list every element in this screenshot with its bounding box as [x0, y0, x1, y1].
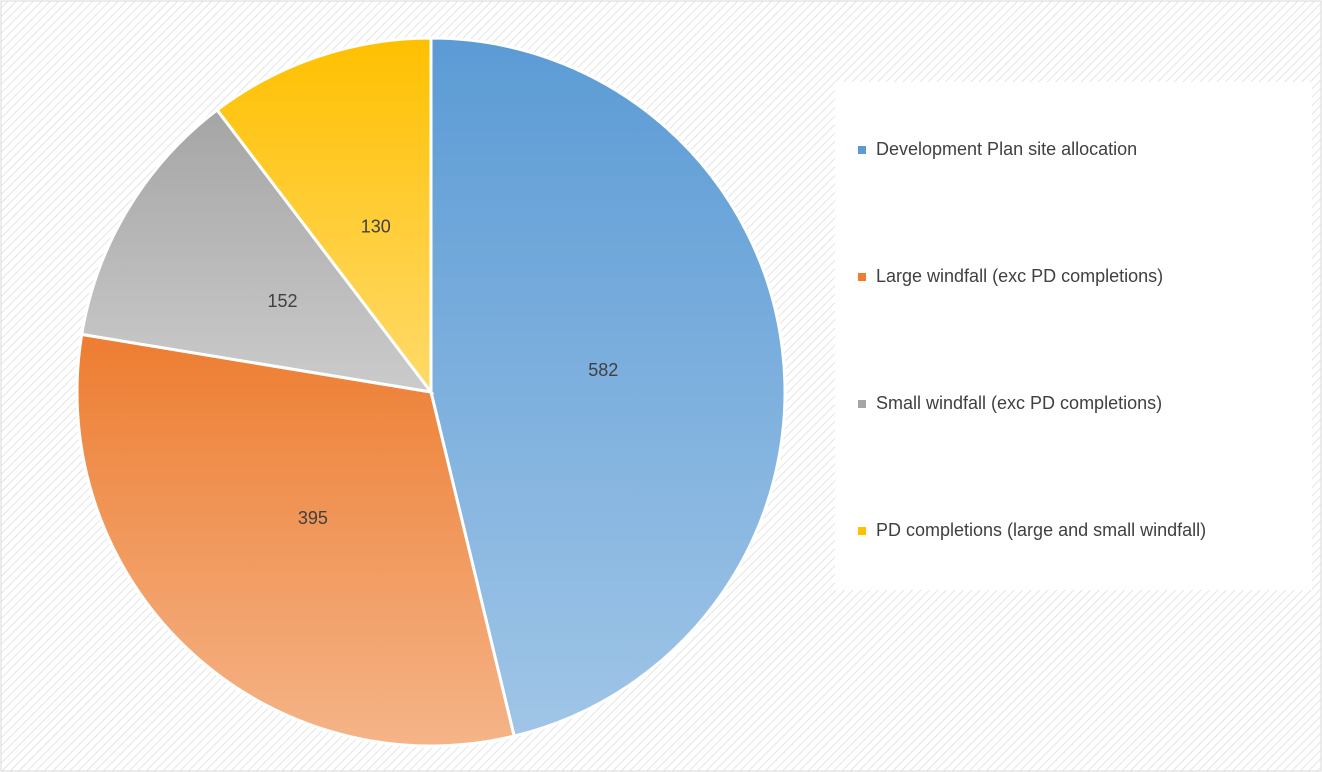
pie-slice: [75, 332, 516, 748]
legend-box: [835, 82, 1312, 590]
legend-marker: [858, 400, 866, 408]
pie-slice: [79, 107, 435, 395]
data-label: 395: [298, 508, 328, 528]
data-label: 582: [588, 360, 618, 380]
legend-label: Large windfall (exc PD completions): [876, 266, 1163, 286]
legend-marker: [858, 273, 866, 281]
legend-label: Development Plan site allocation: [876, 139, 1137, 159]
pie-slice: [215, 36, 433, 397]
legend-label: PD completions (large and small windfall…: [876, 520, 1206, 540]
legend-marker: [858, 146, 866, 154]
legend-marker: [858, 527, 866, 535]
pie-slice: [429, 36, 787, 738]
data-label: 130: [361, 216, 391, 236]
data-label: 152: [267, 291, 297, 311]
legend-label: Small windfall (exc PD completions): [876, 393, 1162, 413]
